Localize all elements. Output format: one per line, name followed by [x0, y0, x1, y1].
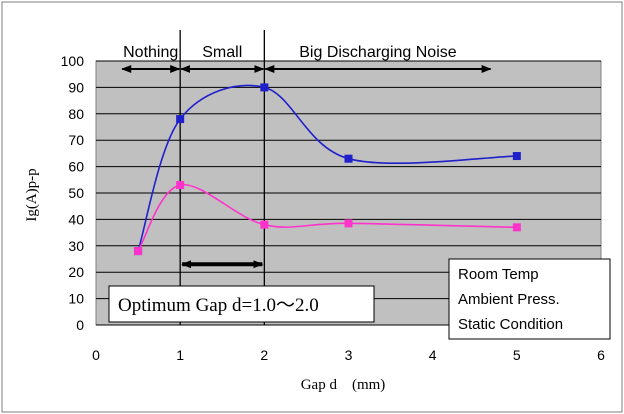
series-2-point — [260, 220, 269, 229]
condition-box: Room Temp Ambient Press. Static Conditio… — [448, 258, 611, 340]
x-tick-label: 0 — [92, 347, 100, 363]
series-1-point — [512, 152, 521, 161]
series-layer — [134, 83, 521, 256]
x-tick-label: 3 — [345, 347, 353, 363]
y-tick-label: 10 — [68, 291, 84, 307]
condition-line-3: Static Condition — [458, 316, 563, 333]
x-tick-label: 2 — [260, 347, 268, 363]
series-2-point — [512, 223, 521, 232]
region-label-1: Nothing — [123, 44, 178, 61]
y-tick-label: 40 — [68, 211, 84, 227]
y-tick-label: 0 — [76, 317, 84, 333]
series-2-point — [176, 181, 185, 190]
x-tick-label: 1 — [176, 347, 184, 363]
condition-line-2: Ambient Press. — [458, 291, 560, 308]
y-tick-label: 90 — [68, 79, 84, 95]
x-tick-labels: 0 1 2 3 4 5 6 — [92, 347, 605, 363]
series-1-point — [176, 115, 185, 124]
y-axis-label: Ig(A)p-p — [24, 168, 40, 221]
region-label-2: Small — [202, 44, 242, 61]
optimum-annotation-box: Optimum Gap d=1.0～2.0 — [108, 285, 375, 323]
y-tick-label: 20 — [68, 264, 84, 280]
y-tick-label: 30 — [68, 238, 84, 254]
y-tick-labels: 0 10 20 30 40 50 60 70 80 90 100 — [61, 53, 85, 333]
series-2-point — [134, 247, 143, 256]
region-labels: Nothing Small Big Discharging Noise — [121, 44, 492, 73]
series-2-point — [344, 219, 353, 228]
region-dividers — [179, 30, 265, 325]
optimum-annotation-text: Optimum Gap d=1.0～2.0 — [118, 295, 319, 316]
condition-line-1: Room Temp — [458, 266, 539, 283]
x-axis-label: Gap d (mm) — [301, 377, 386, 393]
region-label-3: Big Discharging Noise — [299, 44, 457, 61]
y-tick-label: 60 — [68, 159, 84, 175]
series-1-point — [344, 154, 353, 163]
y-tick-label: 50 — [68, 185, 84, 201]
x-tick-label: 6 — [597, 347, 605, 363]
y-tick-label: 70 — [68, 132, 84, 148]
y-tick-label: 100 — [61, 53, 85, 69]
y-tick-label: 80 — [68, 106, 84, 122]
series-1-point — [260, 83, 269, 92]
x-tick-label: 4 — [429, 347, 437, 363]
x-tick-label: 5 — [513, 347, 521, 363]
